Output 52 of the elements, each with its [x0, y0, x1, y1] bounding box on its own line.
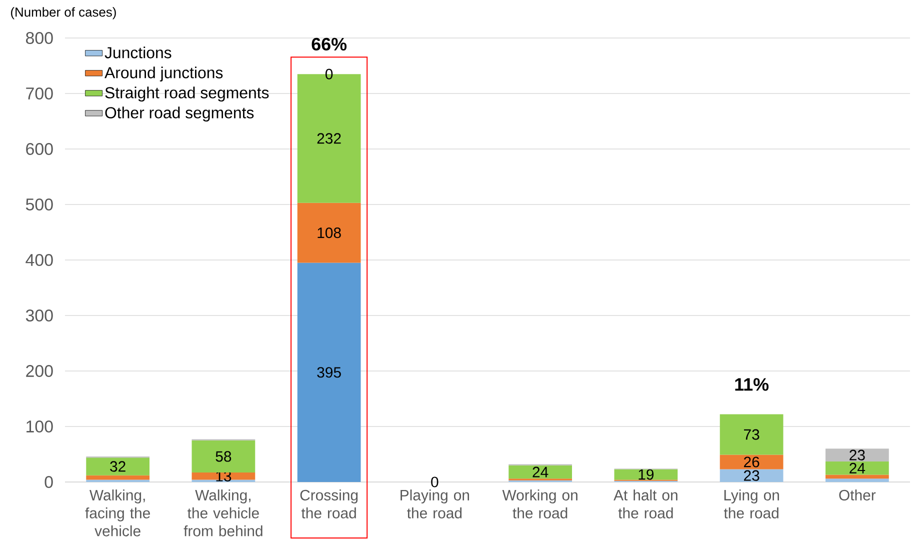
x-tick-label: Playing on the road [400, 489, 470, 518]
y-tick-label: 600 [26, 142, 53, 155]
data-label: 0 [431, 476, 438, 488]
y-tick-label: 0 [44, 476, 53, 488]
bar [826, 461, 889, 475]
data-label: 73 [744, 429, 760, 440]
x-tick-label: Other [839, 489, 876, 500]
data-label: 23 [850, 450, 865, 460]
bar [720, 414, 784, 455]
bar [826, 474, 889, 479]
bar [297, 202, 361, 263]
data-label: 108 [318, 228, 341, 238]
legend-label: Other road segments [105, 106, 254, 122]
legend-label: Around junctions [104, 66, 223, 82]
bar [720, 454, 784, 470]
y-tick-label: 300 [26, 309, 53, 322]
bar [297, 262, 361, 482]
data-label: 232 [317, 133, 341, 144]
y-axis-title: (Number of cases) [11, 7, 116, 20]
bar [826, 448, 889, 462]
x-tick-label: Crossing the road [300, 489, 358, 518]
y-tick-label: 800 [26, 32, 53, 44]
x-tick-label: Lying on the road [724, 489, 779, 518]
data-label: 32 [110, 461, 126, 472]
x-tick-label: Walking, the vehicle from behind [184, 489, 262, 536]
bar [192, 440, 256, 473]
annotation: 11% [735, 378, 769, 391]
x-tick-label: Working on the road [502, 489, 578, 518]
bar [508, 465, 572, 479]
bar [720, 469, 784, 482]
x-tick-label: Walking, facing the vehicle [85, 489, 150, 536]
annotation: 66% [312, 38, 347, 51]
bar [614, 469, 678, 480]
bar [86, 458, 150, 476]
bar [86, 475, 150, 480]
bar [192, 472, 256, 480]
legend-label: Junctions [104, 46, 172, 58]
data-label: 58 [216, 451, 232, 462]
bar [826, 478, 889, 482]
y-tick-label: 100 [26, 420, 53, 432]
data-label: 24 [850, 462, 866, 474]
y-tick-label: 200 [26, 364, 53, 377]
y-tick-label: 500 [26, 198, 53, 210]
legend-label: Straight road segments [105, 86, 269, 102]
data-label: 19 [638, 469, 654, 480]
data-label: 23 [744, 470, 760, 481]
data-label: 395 [317, 367, 341, 378]
y-tick-label: 700 [26, 87, 53, 100]
data-label: 26 [744, 456, 760, 468]
x-tick-label: At halt on the road [614, 489, 678, 518]
data-label: 24 [532, 466, 548, 478]
y-tick-label: 400 [26, 254, 53, 266]
